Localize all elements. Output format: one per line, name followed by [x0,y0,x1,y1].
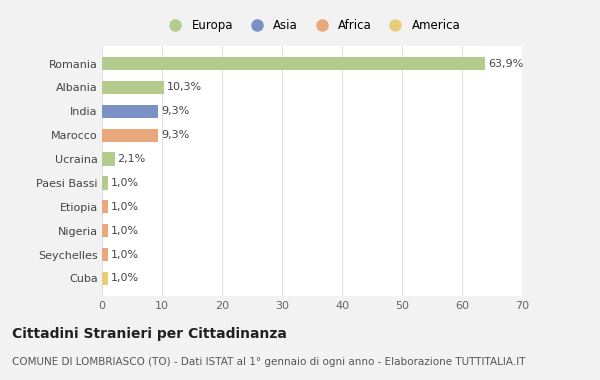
Text: 1,0%: 1,0% [111,202,139,212]
Bar [102,248,108,261]
Text: 1,0%: 1,0% [111,250,139,260]
Text: 1,0%: 1,0% [111,226,139,236]
Bar [102,57,485,70]
Bar [102,105,158,118]
Legend: Europa, Asia, Africa, America: Europa, Asia, Africa, America [161,17,463,35]
Text: COMUNE DI LOMBRIASCO (TO) - Dati ISTAT al 1° gennaio di ogni anno - Elaborazione: COMUNE DI LOMBRIASCO (TO) - Dati ISTAT a… [12,357,526,367]
Text: 63,9%: 63,9% [488,59,524,68]
Bar [102,272,108,285]
Text: 10,3%: 10,3% [167,82,202,92]
Bar [102,176,108,190]
Bar [102,152,115,166]
Text: 9,3%: 9,3% [161,106,189,116]
Text: 2,1%: 2,1% [118,154,146,164]
Text: 1,0%: 1,0% [111,274,139,283]
Bar [102,81,164,94]
Text: 9,3%: 9,3% [161,130,189,140]
Text: 1,0%: 1,0% [111,178,139,188]
Text: Cittadini Stranieri per Cittadinanza: Cittadini Stranieri per Cittadinanza [12,327,287,341]
Bar [102,224,108,237]
Bar [102,200,108,214]
Bar [102,128,158,142]
